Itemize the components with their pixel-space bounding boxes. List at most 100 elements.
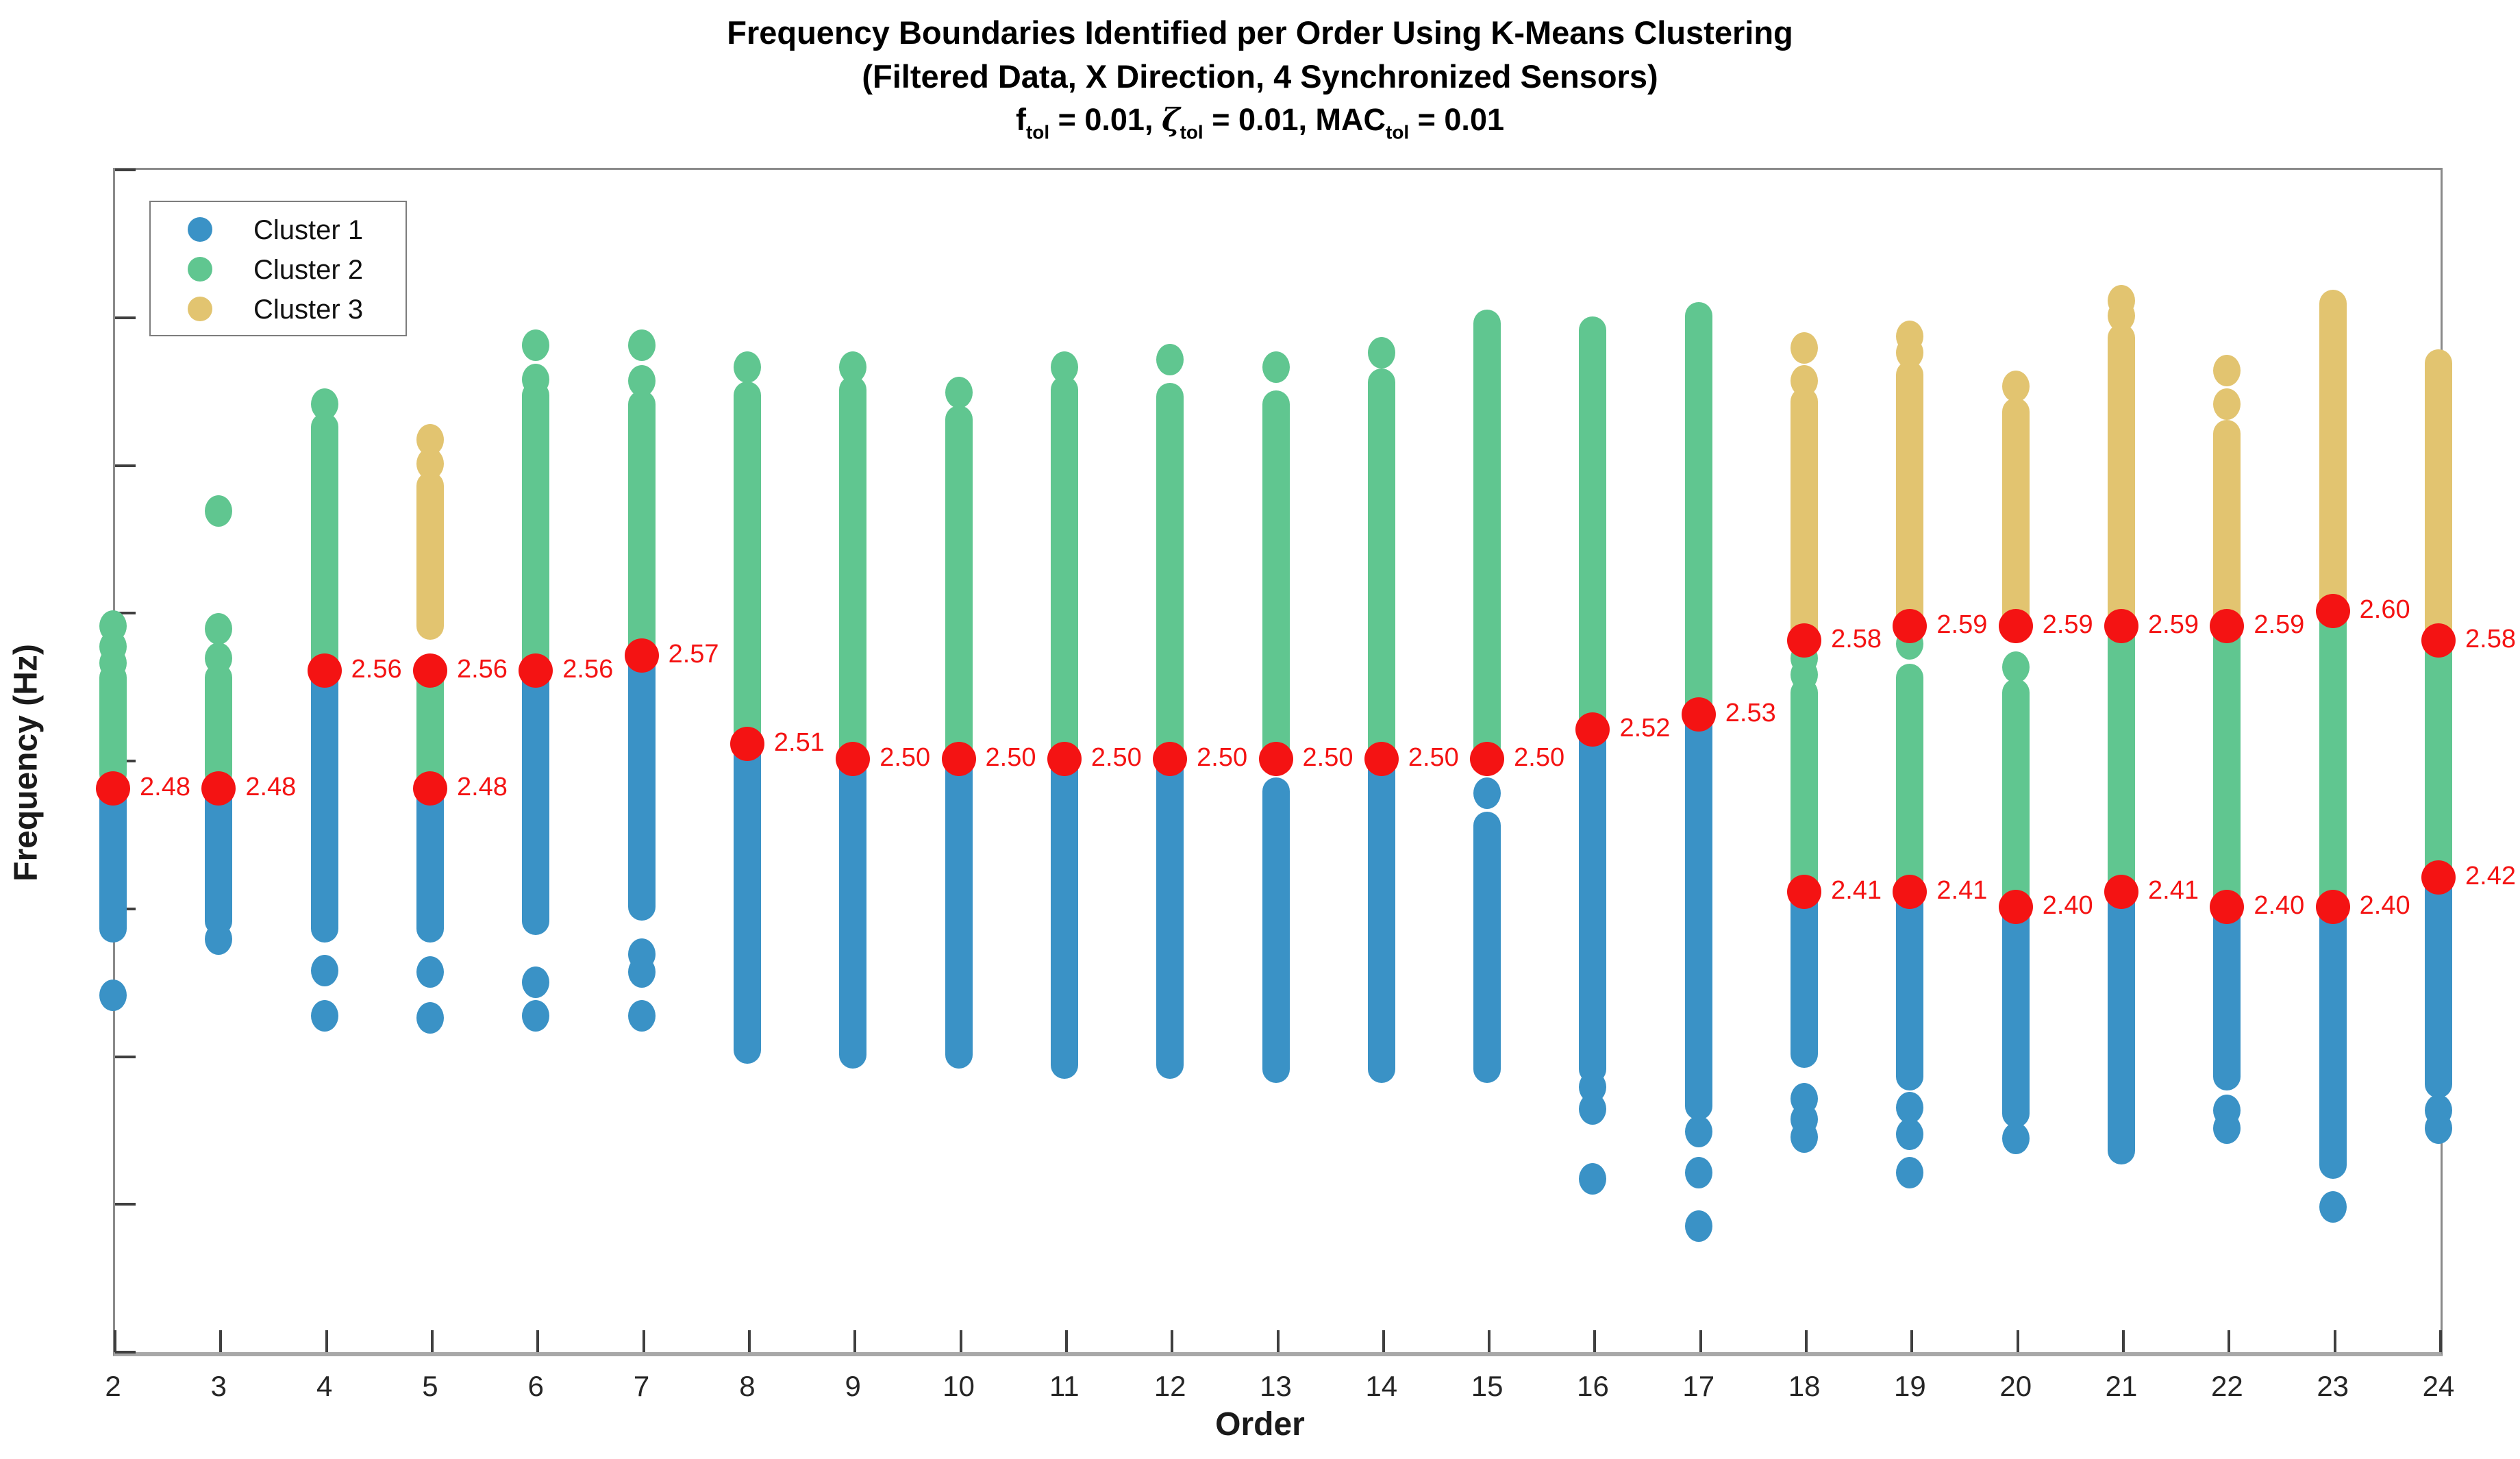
cluster1-bar [2108, 885, 2136, 1164]
boundary-dot [2421, 860, 2456, 895]
cluster2-bar [99, 664, 127, 788]
cluster3-bar [416, 471, 444, 640]
boundary-value-label: 2.50 [1514, 743, 1565, 772]
cluster2-outlier-dot [2001, 651, 2030, 684]
boundary-value-label: 2.57 [668, 639, 719, 669]
cluster3-outlier-dot [2001, 371, 2030, 403]
legend-label: Cluster 1 [253, 215, 364, 245]
cluster1-bar [1050, 745, 1078, 1079]
boundary-dot [1998, 608, 2033, 643]
cluster2-bar [627, 390, 656, 669]
cluster1-bar [416, 782, 444, 943]
x-tick-mark [2016, 1330, 2019, 1352]
x-tick-label: 13 [1260, 1370, 1292, 1402]
x-tick-label: 23 [2317, 1370, 2349, 1402]
cluster2-outlier-dot [1050, 351, 1078, 384]
cluster2-bar [1473, 309, 1501, 773]
cluster2-outlier-dot [99, 610, 127, 642]
boundary-value-label: 2.41 [2148, 876, 2199, 906]
cluster3-bar [2319, 290, 2347, 625]
y-tick-mark [115, 1055, 136, 1058]
boundary-dot [519, 653, 553, 688]
cluster2-outlier-dot [627, 329, 656, 361]
cluster1-bar [2425, 871, 2452, 1098]
cluster1-outlier-dot [1791, 1121, 1819, 1154]
cluster2-outlier-dot [1262, 351, 1290, 384]
x-tick-label: 3 [210, 1370, 227, 1402]
legend-marker-dot [188, 297, 212, 321]
cluster2-outlier-dot [522, 363, 550, 395]
boundary-value-label: 2.50 [1090, 743, 1142, 772]
boundary-dot [1258, 742, 1293, 776]
boundary-value-label: 2.59 [2254, 610, 2305, 639]
chart-title: Frequency Boundaries Identified per Orde… [727, 14, 1793, 51]
y-tick-mark [115, 1203, 136, 1206]
legend-row-cluster-1: Cluster 1 [151, 215, 406, 245]
cluster2-bar [1262, 390, 1290, 773]
cluster1-bar [1262, 777, 1290, 1084]
cluster3-outlier-dot [2108, 285, 2136, 317]
boundary-value-label: 2.59 [1936, 610, 1988, 639]
boundary-dot [1893, 608, 1928, 643]
boundary-value-label: 2.58 [2465, 625, 2516, 654]
boundary-value-label: 2.52 [1619, 713, 1671, 743]
cluster1-outlier-dot [2213, 1112, 2241, 1145]
cluster2-bar [2213, 619, 2241, 913]
cluster3-outlier-dot [1791, 364, 1819, 397]
cluster2-bar [1156, 383, 1184, 773]
x-tick-mark [2333, 1330, 2336, 1352]
cluster2-outlier-dot [310, 388, 338, 421]
boundary-dot [96, 771, 130, 806]
cluster1-bar [99, 782, 127, 943]
legend-row-cluster-3: Cluster 3 [151, 295, 406, 325]
cluster1-outlier-dot [310, 1000, 338, 1032]
x-tick-mark [2228, 1330, 2231, 1352]
cluster1-outlier-dot [1896, 1092, 1924, 1124]
legend: Cluster 1 Cluster 2 Cluster 3 [149, 201, 407, 336]
zeta-symbol: ζ [1161, 101, 1180, 138]
boundary-dot [201, 771, 236, 806]
boundary-dot [1575, 712, 1610, 747]
boundary-value-label: 2.50 [1302, 743, 1353, 772]
y-tick-mark [115, 612, 136, 615]
boundary-dot [2104, 875, 2139, 910]
cluster1-outlier-dot [310, 954, 338, 986]
x-tick-mark [114, 1330, 116, 1352]
x-tick-label: 24 [2422, 1370, 2455, 1402]
boundary-dot [1787, 623, 1822, 658]
boundary-value-label: 2.40 [2042, 890, 2093, 920]
cluster1-bar [2213, 893, 2241, 1090]
x-tick-label: 6 [527, 1370, 544, 1402]
boundary-dot [2315, 594, 2350, 629]
cluster3-outlier-dot [1896, 320, 1924, 352]
cluster2-outlier-dot [205, 495, 233, 527]
boundary-dot [941, 742, 976, 776]
x-tick-mark [1382, 1330, 1385, 1352]
cluster2-bar [1791, 678, 1819, 899]
boundary-value-label: 2.50 [985, 743, 1036, 772]
boundary-dot [729, 727, 764, 762]
cluster1-outlier-dot [1579, 1093, 1607, 1125]
cluster1-bar [945, 745, 973, 1069]
boundary-dot [1364, 742, 1399, 776]
boundary-value-label: 2.51 [773, 728, 825, 758]
cluster1-outlier-dot [416, 956, 444, 988]
x-tick-label: 14 [1365, 1370, 1398, 1402]
boundary-value-label: 2.56 [562, 654, 614, 684]
x-tick-label: 2 [105, 1370, 121, 1402]
boundary-dot [1681, 697, 1716, 732]
cluster1-bar [1579, 723, 1607, 1084]
cluster1-outlier-dot [1684, 1157, 1712, 1189]
title-text-part: tol [1386, 121, 1410, 143]
boundary-value-label: 2.59 [2148, 610, 2199, 639]
legend-marker-dot [188, 217, 212, 242]
x-tick-mark [2122, 1330, 2125, 1352]
x-tick-label: 12 [1153, 1370, 1186, 1402]
title-text-part: = 0.01, MAC [1203, 102, 1386, 137]
cluster1-bar [1156, 745, 1184, 1079]
x-tick-label: 8 [739, 1370, 756, 1402]
cluster3-outlier-dot [1791, 332, 1819, 364]
cluster2-bar [205, 664, 233, 788]
cluster1-outlier-dot [99, 980, 127, 1012]
x-tick-mark [2439, 1330, 2442, 1352]
